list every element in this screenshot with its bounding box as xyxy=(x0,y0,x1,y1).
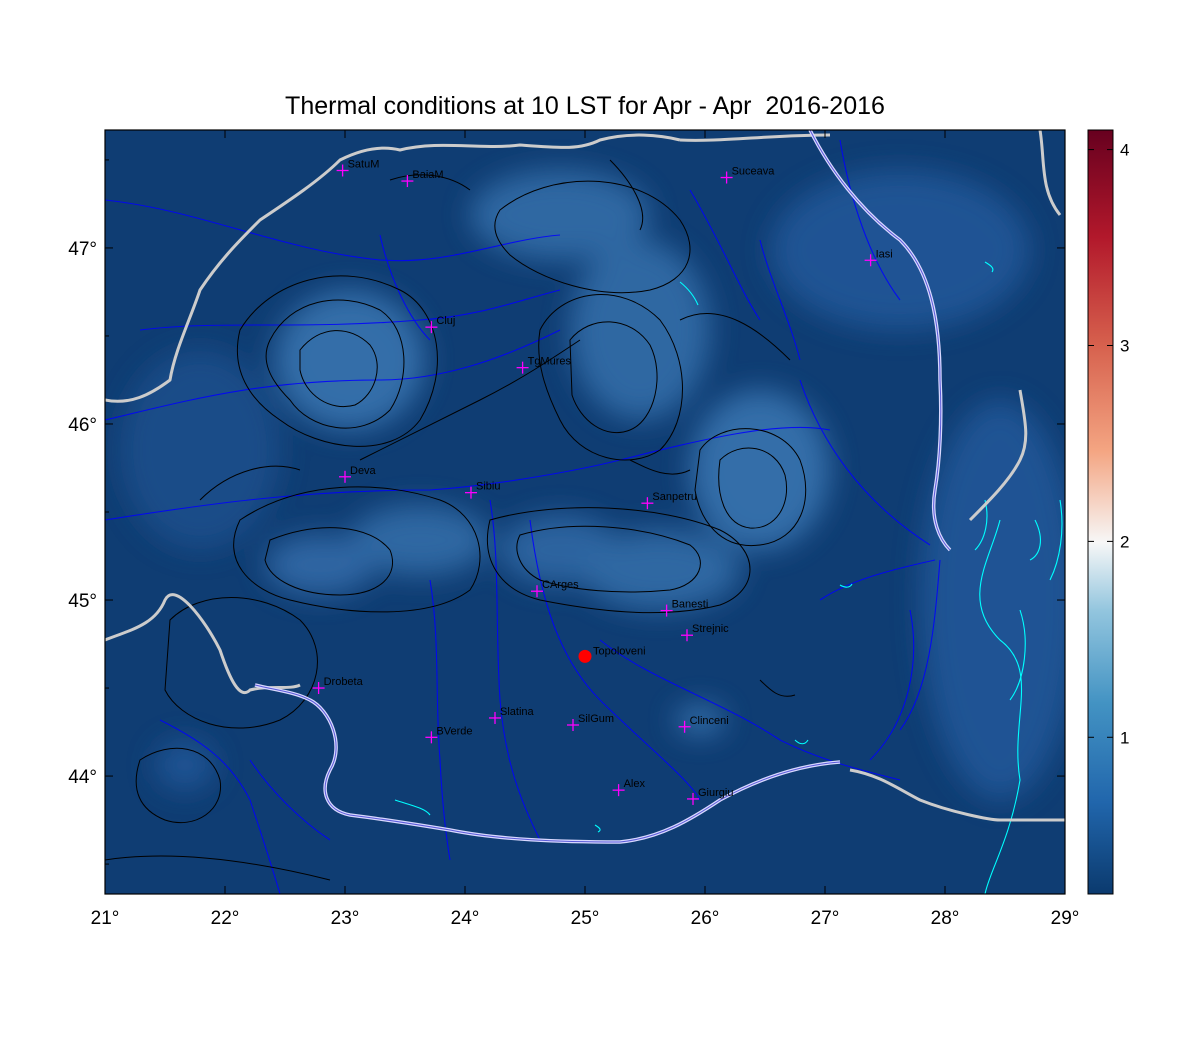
x-tick-label: 27° xyxy=(811,908,840,929)
y-tick-label: 47° xyxy=(68,239,97,260)
border-rivers-inner xyxy=(254,130,951,843)
station-label: Suceava xyxy=(732,166,776,178)
y-tick-label: 46° xyxy=(68,415,97,436)
x-tick-label: 25° xyxy=(571,908,600,929)
thermal-field xyxy=(120,170,1065,800)
highlight-label: Topoloveni xyxy=(593,645,646,657)
station-label: TgMures xyxy=(528,356,572,368)
x-tick-label: 23° xyxy=(331,908,360,929)
colorbar xyxy=(1087,129,1114,895)
x-tick-label: 21° xyxy=(91,908,120,929)
colorbar-tick-label: 1 xyxy=(1120,728,1129,747)
station-label: Strejnic xyxy=(692,623,729,635)
station-label: Sanpetru xyxy=(652,491,697,503)
y-axis: 47° 46° 45° 44° xyxy=(68,159,1065,865)
station-label: CArges xyxy=(542,579,579,591)
y-tick-label: 45° xyxy=(68,591,97,612)
station-label: BaiaM xyxy=(412,169,443,181)
y-tick-label: 44° xyxy=(68,767,97,788)
station-label: SatuM xyxy=(348,158,380,170)
x-axis: 21° 22° 23° 24° 25° 26° 27° 28° 29° xyxy=(91,130,1080,929)
colorbar-tick-label: 4 xyxy=(1120,141,1129,160)
station-label: Clinceni xyxy=(690,715,729,727)
station-label: Drobeta xyxy=(324,676,364,688)
station-markers: SatuM BaiaM Suceava Iasi Cluj TgMures Deva Sibi… xyxy=(312,158,893,805)
station-label: Slatina xyxy=(500,706,535,718)
x-tick-label: 28° xyxy=(931,908,960,929)
station-label: Banesti xyxy=(672,599,709,611)
x-tick-label: 24° xyxy=(451,908,480,929)
station-label: Deva xyxy=(350,465,377,477)
x-tick-label: 22° xyxy=(211,908,240,929)
map-title: Thermal conditions at 10 LST for Apr - A… xyxy=(285,92,885,120)
station-label: BVerde xyxy=(436,725,472,737)
terrain-contours xyxy=(105,159,807,881)
colorbar-ticks: 1 2 3 4 xyxy=(1088,141,1129,747)
station-label: Alex xyxy=(624,778,646,790)
station-label: Cluj xyxy=(436,315,455,327)
x-tick-label: 26° xyxy=(691,908,720,929)
station-label: Iasi xyxy=(876,248,893,260)
x-tick-label: 29° xyxy=(1051,908,1080,929)
colorbar-tick-label: 3 xyxy=(1120,336,1129,355)
highlight-marker xyxy=(578,649,592,663)
colorbar-tick-label: 2 xyxy=(1120,532,1129,551)
station-label: Sibiu xyxy=(476,481,500,493)
station-label: Giurgiu xyxy=(698,787,733,799)
country-borders xyxy=(105,130,1065,822)
highlight-station: Topoloveni xyxy=(578,645,646,663)
rivers xyxy=(105,139,941,894)
station-label: SilGum xyxy=(578,713,614,725)
